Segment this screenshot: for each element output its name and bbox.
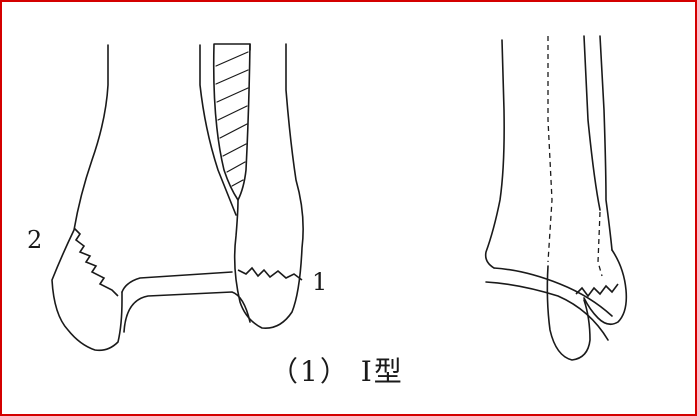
tibial-plafond-lower bbox=[123, 291, 251, 333]
tibia-anterior-dashed bbox=[547, 36, 553, 263]
lateral-malleolus-outline bbox=[583, 249, 628, 326]
tibia-posterior-outline bbox=[484, 39, 505, 269]
tibia-lateral-outline bbox=[199, 44, 237, 216]
medial-fracture-line bbox=[73, 227, 119, 297]
tibia-medial-outline bbox=[51, 44, 123, 352]
lateral-fracture-line bbox=[237, 266, 303, 281]
figure-caption: （1） Ⅰ型 bbox=[270, 355, 404, 388]
medial-malleolus-outline bbox=[546, 265, 591, 361]
fibula-anterior-outline bbox=[599, 35, 613, 251]
fracture-label-1: 1 bbox=[312, 268, 328, 296]
fracture-label-2: 2 bbox=[27, 226, 43, 254]
fibula-dashed-inner bbox=[597, 211, 603, 277]
fibula-posterior-outline bbox=[583, 35, 601, 211]
tibia-anterior-view bbox=[51, 44, 251, 352]
fibula-shaft-hatched bbox=[212, 43, 251, 201]
tibial-plafond-line bbox=[493, 267, 613, 317]
talar-dome-line bbox=[485, 281, 609, 341]
lateral-view-fracture-line bbox=[575, 283, 619, 298]
tibial-plafond-upper bbox=[121, 271, 233, 293]
lateral-view bbox=[484, 35, 628, 361]
fibula-lateral-outline bbox=[233, 43, 304, 329]
fibula-anterior-view bbox=[212, 43, 304, 329]
